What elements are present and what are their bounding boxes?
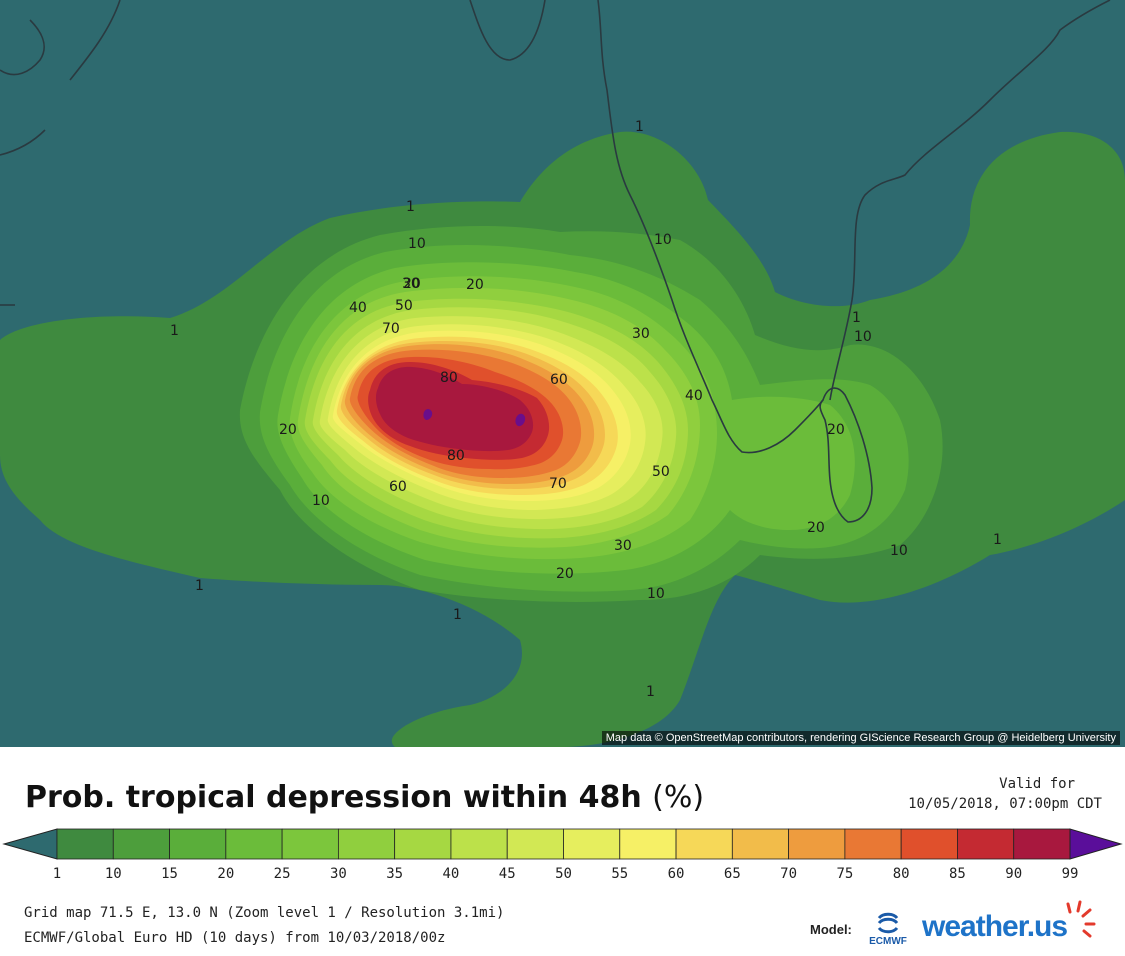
contour-label: 10 [890,543,908,559]
ecmwf-logo-icon [877,912,899,934]
scale-under-arrow [2,828,58,860]
scale-color-segment [675,828,733,860]
region-99 [423,409,526,427]
contour-label: 70 [382,321,400,337]
scale-color-segment [1013,828,1071,860]
scale-color-segment [394,828,452,860]
scale-tick-label: 80 [892,866,910,882]
scale-color-segment [619,828,677,860]
color-scale-ticks: 1 10 15 20 25 30 35 40 45 50 55 60 65 70 75 80 85 90 99 [0,866,1125,888]
contour-label: 1 [453,607,462,623]
scale-color-segment [844,828,902,860]
coastlines [0,0,1111,523]
model-info-text: ECMWF/Global Euro HD (10 days) from 10/0… [24,930,446,946]
contour-label: 40 [685,388,703,404]
contour-label: 20 [807,520,825,536]
weather-us-logo-text: weather.us [922,910,1068,943]
scale-color-segment [731,828,790,860]
scale-color-segment [112,828,170,860]
grid-info-text: Grid map 71.5 E, 13.0 N (Zoom level 1 / … [24,905,505,921]
contour-label: 70 [549,476,567,492]
contour-label: 20 [556,566,574,582]
ecmwf-logo-text: ECMWF [869,936,907,947]
contour-label: 10 [312,493,330,509]
scale-tick-label: 20 [217,866,235,882]
contour-label: 10 [647,586,665,602]
contour-label: 1 [406,199,415,215]
scale-tick-label: 55 [611,866,629,882]
scale-color-segment [900,828,958,860]
scale-color-segment [450,828,508,860]
scale-color-segment [563,828,621,860]
scale-color-segment [788,828,846,860]
contour-label: 10 [408,236,426,252]
contour-label: 30 [402,276,420,292]
map-title: Prob. tropical depression within 48h (%) [25,780,704,815]
model-label: Model: [810,922,852,937]
scale-color-segment [506,828,564,860]
contour-label: 10 [854,329,872,345]
contour-label: 20 [279,422,297,438]
scale-tick-label: 25 [273,866,291,882]
contour-label: 50 [395,298,413,314]
contour-label: 20 [827,422,845,438]
map-title-text: Prob. tropical depression within 48h [25,780,642,815]
scale-color-segment [337,828,396,860]
scale-color-segment [281,828,339,860]
scale-tick-label: 60 [667,866,685,882]
scale-color-segment [957,828,1015,860]
contour-label: 80 [447,448,465,464]
sun-rays-icon [1066,900,1096,938]
scale-color-segment [56,828,114,860]
scale-tick-label: 90 [1005,866,1023,882]
scale-color-segment [225,828,283,860]
ecmwf-logo: ECMWF [858,910,918,950]
scale-tick-label: 1 [52,866,62,882]
contour-label: 30 [614,538,632,554]
valid-for-label: Valid for [999,776,1075,792]
contour-label: 20 [403,276,421,292]
scale-tick-label: 10 [104,866,122,882]
weather-us-logo[interactable]: weather.us [922,896,1112,952]
contour-label: 40 [349,300,367,316]
probability-map[interactable]: 1 1 1 1 1 1 1 1 10 10 10 10 10 10 20 20 … [0,0,1125,747]
scale-tick-label: 35 [386,866,404,882]
contour-label: 1 [852,310,861,326]
scale-tick-label: 75 [836,866,854,882]
scale-tick-label: 70 [780,866,798,882]
contour-label: 1 [170,323,179,339]
contour-label: 10 [654,232,672,248]
color-scale-bar [2,828,1123,860]
scale-tick-label: 30 [329,866,347,882]
region-90 [375,366,534,452]
scale-tick-label: 15 [161,866,178,882]
scale-tick-label: 40 [442,866,460,882]
contour-label: 60 [389,479,407,495]
scale-color-segment [169,828,227,860]
scale-tick-label: 65 [723,866,741,882]
contour-label: 30 [632,326,650,342]
contour-label: 60 [550,372,568,388]
scale-tick-label: 99 [1061,866,1079,882]
contour-label: 1 [993,532,1002,548]
map-title-unit: (%) [652,780,705,815]
contour-label: 1 [635,119,644,135]
scale-over-arrow [1069,828,1123,860]
scale-tick-label: 85 [949,866,966,882]
contour-label: 1 [195,578,204,594]
map-attribution: Map data © OpenStreetMap contributors, r… [601,731,1120,745]
contour-label: 20 [466,277,484,293]
scale-tick-label: 50 [555,866,572,882]
contour-label: 1 [646,684,655,700]
contour-label: 50 [652,464,670,480]
contour-label: 80 [440,370,458,386]
scale-tick-label: 45 [498,866,516,882]
contour-labels: 1 1 1 1 1 1 1 1 10 10 10 10 10 10 20 20 … [170,119,1002,700]
valid-datetime: 10/05/2018, 07:00pm CDT [908,796,1102,812]
